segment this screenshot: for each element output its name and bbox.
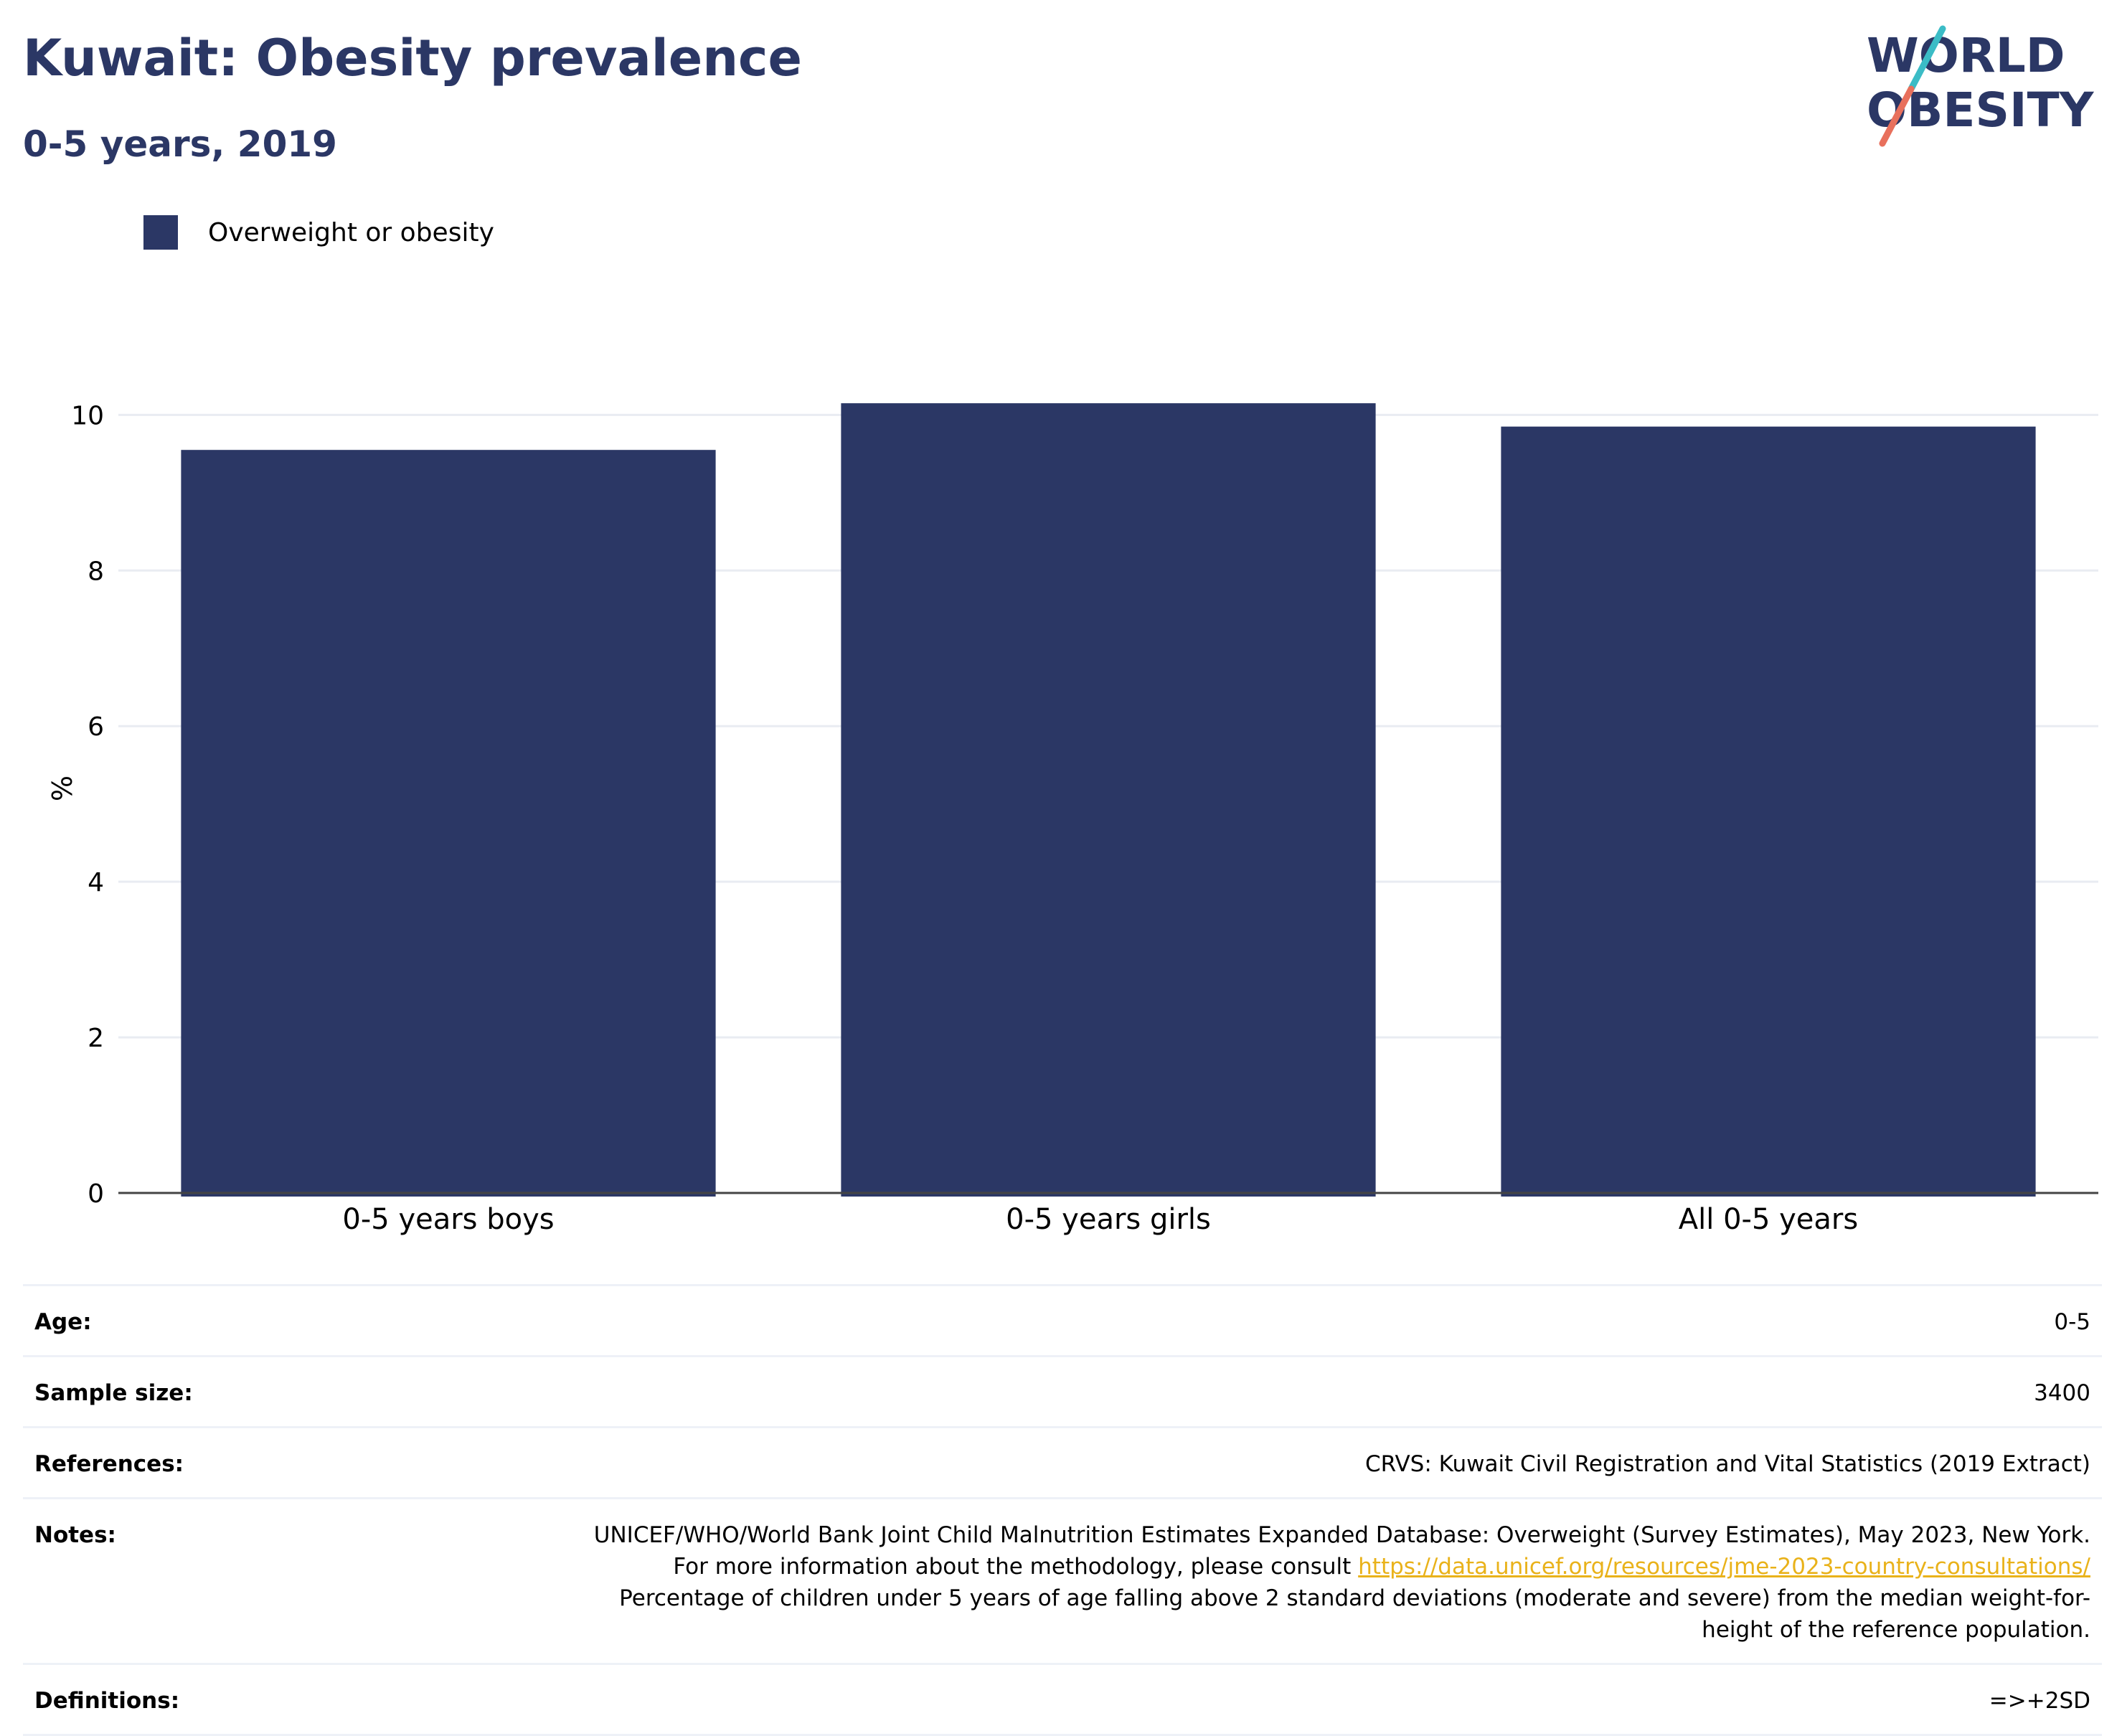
legend-swatch [143, 215, 178, 250]
y-tick-label: 8 [88, 557, 104, 586]
row-sample-size: Sample size: 3400 [23, 1355, 2102, 1426]
row-references: References: CRVS: Kuwait Civil Registrat… [23, 1426, 2102, 1497]
y-axis-label: % [45, 775, 77, 801]
x-tick-label: 0-5 years girls [1006, 1203, 1211, 1236]
logo-slash-teal [1908, 25, 1946, 93]
x-tick-label: All 0-5 years [1679, 1203, 1858, 1236]
notes-link[interactable]: https://data.unicef.org/resources/jme-20… [1358, 1554, 2090, 1580]
chart-subtitle: 0-5 years, 2019 [23, 123, 337, 165]
references-value: CRVS: Kuwait Civil Registration and Vita… [1364, 1451, 2090, 1477]
notes-value: UNICEF/WHO/World Bank Joint Child Malnut… [584, 1519, 2090, 1646]
bar [841, 403, 1376, 1197]
y-tick-label: 6 [88, 712, 104, 742]
logo-line2: OBESITY [1867, 82, 2095, 138]
bar [1501, 426, 2036, 1197]
bar-chart: 0 2 4 6 8 10% 0-5 years boys 0-5 years girls All… [45, 401, 2098, 1236]
age-value: 0-5 [2054, 1309, 2090, 1335]
chart-legend[interactable]: Overweight or obesity [143, 215, 494, 250]
chart-title: Kuwait: Obesity prevalence [23, 29, 803, 88]
info-table: Age: 0-5 Sample size: 3400 References: C… [23, 1284, 2102, 1736]
sample-size-key: Sample size: [34, 1380, 193, 1406]
logo-line1: WORLD [1867, 28, 2065, 83]
y-tick-label: 4 [88, 868, 104, 897]
notes-text-before: UNICEF/WHO/World Bank Joint Child Malnut… [593, 1522, 2090, 1580]
definitions-value: =>+2SD [1989, 1688, 2090, 1714]
logo-slash-coral [1879, 85, 1915, 147]
row-definitions: Definitions: =>+2SD [23, 1663, 2102, 1736]
bar [181, 450, 716, 1197]
age-key: Age: [34, 1309, 92, 1335]
row-age: Age: 0-5 [23, 1284, 2102, 1355]
row-notes: Notes: UNICEF/WHO/World Bank Joint Child… [23, 1497, 2102, 1663]
y-tick-label: 0 [88, 1179, 104, 1209]
world-obesity-logo: WORLD OBESITY [1867, 25, 2095, 147]
sample-size-value: 3400 [2034, 1380, 2090, 1406]
legend-label: Overweight or obesity [208, 217, 494, 247]
x-tick-label: 0-5 years boys [342, 1203, 554, 1236]
notes-key: Notes: [34, 1522, 116, 1548]
y-tick-label: 2 [88, 1024, 104, 1053]
notes-text-after: Percentage of children under 5 years of … [619, 1585, 2090, 1643]
references-key: References: [34, 1451, 184, 1477]
y-tick-label: 10 [71, 401, 104, 430]
definitions-key: Definitions: [34, 1688, 180, 1714]
